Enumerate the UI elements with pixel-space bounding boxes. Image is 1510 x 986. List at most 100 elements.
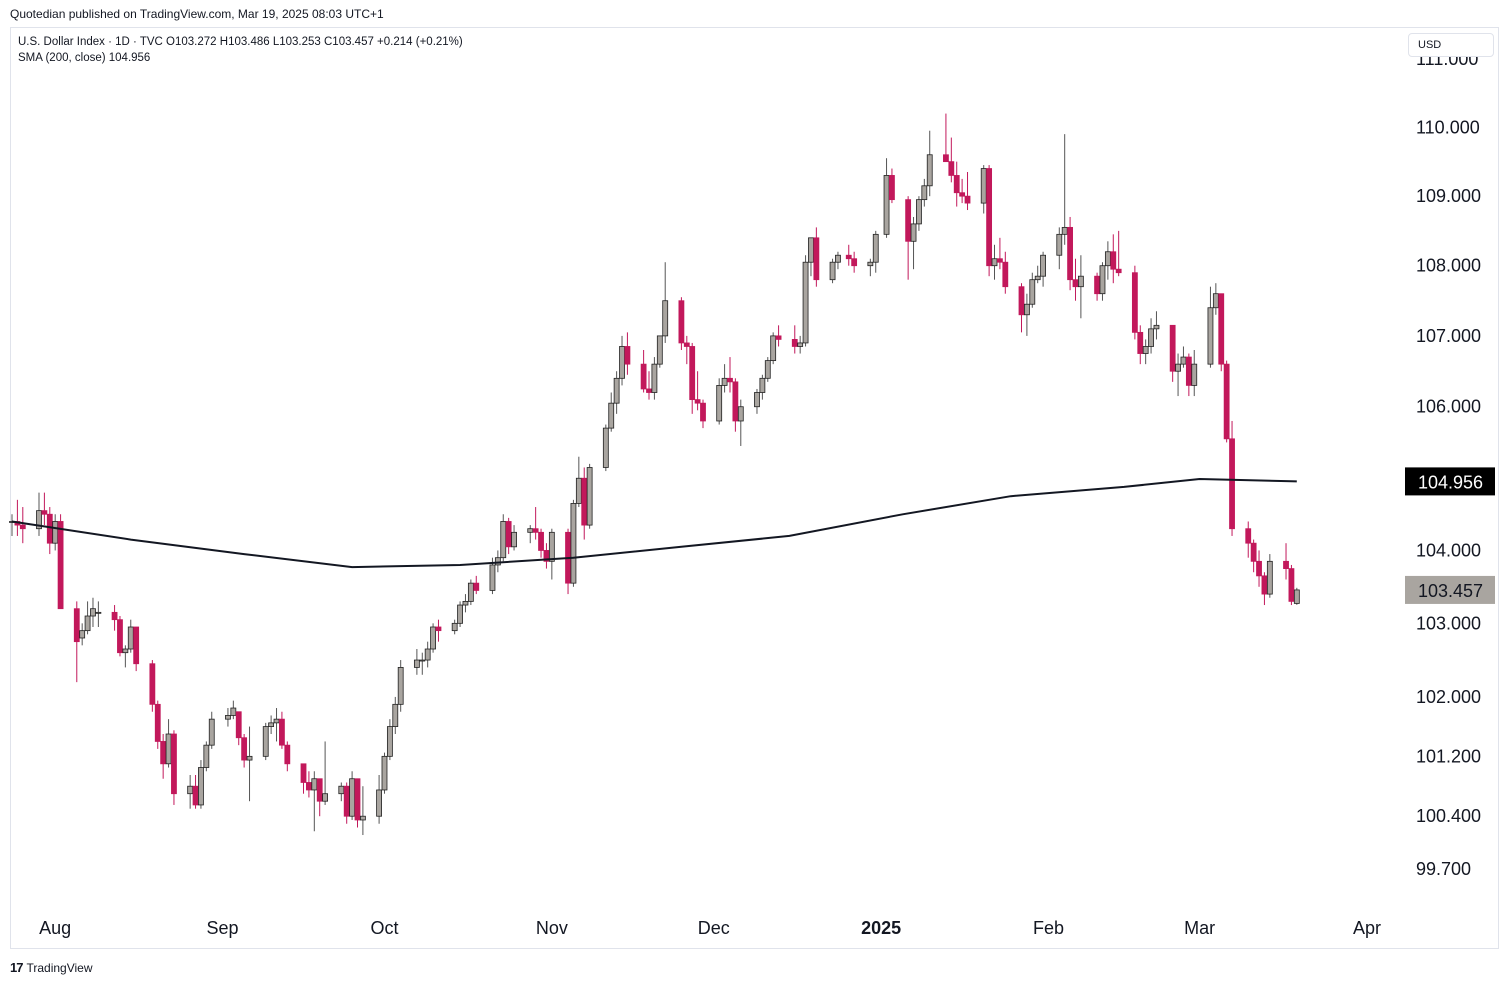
candle: [462, 594, 469, 613]
candle-body: [343, 785, 350, 817]
candle: [1115, 230, 1122, 277]
candle: [948, 137, 955, 183]
candle-body: [41, 510, 48, 515]
candle: [997, 237, 1003, 270]
candle-body: [198, 767, 204, 806]
candle-body: [770, 335, 777, 362]
candle-body: [1212, 293, 1219, 309]
candle-body: [808, 237, 814, 263]
candle-body: [473, 582, 480, 591]
candle-body: [689, 346, 696, 401]
candle: [1077, 255, 1084, 319]
candle-body: [111, 611, 118, 621]
candle: [916, 196, 922, 231]
candle: [133, 626, 140, 672]
candle: [203, 741, 210, 772]
candle-body: [737, 406, 744, 422]
currency-button[interactable]: USD: [1408, 33, 1494, 57]
candle-body: [1256, 560, 1262, 577]
candle: [732, 378, 739, 432]
candle-body: [1283, 560, 1289, 569]
candle: [656, 335, 663, 368]
candle: [111, 605, 118, 631]
candle-body: [36, 510, 42, 530]
published-caption: Quotedian published on TradingView.com, …: [10, 7, 384, 21]
candle-body: [575, 477, 582, 504]
candle: [1245, 521, 1252, 558]
candle: [79, 623, 86, 646]
candle: [953, 161, 960, 207]
candle-body: [1067, 226, 1073, 281]
candle: [1180, 346, 1187, 368]
y-tick-label: 102.000: [1416, 687, 1481, 707]
candle: [1175, 353, 1181, 397]
candle-body: [435, 626, 442, 632]
chart-frame: [10, 27, 1499, 949]
candle-body: [1218, 293, 1225, 365]
candle-body: [532, 528, 539, 533]
candle: [527, 525, 534, 544]
candle: [430, 623, 436, 653]
candle: [646, 371, 652, 400]
candle-body: [1137, 331, 1144, 354]
candle: [1191, 350, 1198, 397]
candle: [262, 722, 269, 761]
candle: [802, 255, 809, 347]
tradingview-brand-label: TradingView: [26, 960, 93, 975]
candle: [872, 230, 879, 273]
candle-body: [354, 778, 361, 821]
last-price-badge: [1405, 575, 1495, 604]
candle-body: [662, 300, 669, 337]
candle: [1024, 293, 1030, 336]
candle: [1218, 293, 1225, 372]
candle-body: [306, 782, 312, 791]
candle: [991, 244, 998, 280]
candle-body: [986, 168, 993, 267]
candle: [1142, 339, 1149, 365]
candle-body: [867, 261, 874, 267]
candle: [754, 388, 760, 414]
candle-body: [716, 385, 723, 422]
candle: [727, 357, 733, 393]
candle-body: [300, 763, 307, 783]
candle: [73, 601, 80, 683]
candle: [235, 711, 242, 746]
candle: [565, 528, 571, 595]
candle: [1288, 564, 1295, 606]
candle: [538, 528, 544, 558]
candle: [457, 601, 463, 627]
candle: [413, 649, 420, 675]
candle: [381, 752, 388, 794]
candle: [198, 760, 204, 809]
candle: [662, 262, 669, 343]
candle: [1266, 554, 1273, 598]
candle: [867, 258, 874, 277]
candle: [921, 178, 928, 207]
candle-body: [489, 564, 496, 591]
candle-body: [921, 185, 928, 201]
candle-body: [700, 402, 706, 422]
candle: [1104, 241, 1111, 280]
candle: [1056, 227, 1063, 270]
candle: [797, 335, 804, 354]
sma-line: [11, 477, 1297, 569]
candle: [1061, 134, 1068, 245]
candle: [770, 332, 777, 365]
candle: [1293, 587, 1300, 605]
candle-body: [359, 815, 366, 821]
candle: [386, 719, 393, 761]
candle: [1040, 251, 1046, 287]
candle: [230, 700, 237, 720]
candle: [575, 456, 582, 508]
candle: [980, 165, 987, 214]
candle: [316, 778, 323, 817]
candle: [1094, 272, 1100, 301]
candle-body: [117, 619, 123, 654]
candle: [1153, 311, 1160, 340]
candle: [127, 619, 134, 653]
candle: [640, 350, 647, 393]
footer-brand[interactable]: 17 TradingView: [10, 960, 93, 975]
candle-body: [1288, 568, 1295, 602]
candle-body: [624, 346, 631, 365]
